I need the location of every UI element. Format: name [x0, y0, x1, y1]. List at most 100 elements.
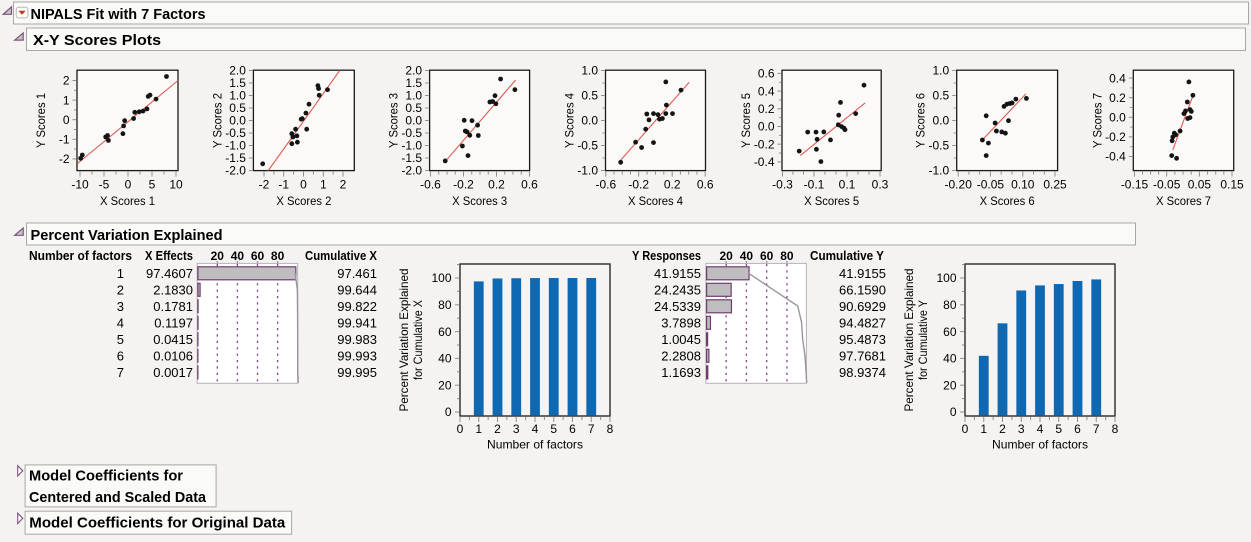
svg-text:4: 4: [117, 316, 124, 331]
svg-text:1: 1: [980, 422, 987, 436]
svg-text:-0.15: -0.15: [1121, 178, 1149, 192]
svg-text:Y Scores 5: Y Scores 5: [739, 93, 753, 148]
svg-text:4: 4: [1037, 422, 1044, 436]
svg-text:X Scores 5: X Scores 5: [804, 194, 859, 208]
svg-text:3: 3: [1018, 422, 1025, 436]
svg-text:Number of factors: Number of factors: [487, 438, 583, 452]
svg-text:X Scores 6: X Scores 6: [980, 194, 1035, 208]
svg-text:24.2435: 24.2435: [654, 283, 701, 298]
svg-text:0.3: 0.3: [872, 178, 889, 192]
svg-text:0.05: 0.05: [1188, 178, 1212, 192]
svg-text:7: 7: [588, 422, 595, 436]
svg-text:3: 3: [117, 299, 124, 314]
svg-text:-1: -1: [59, 133, 70, 147]
svg-text:2: 2: [999, 422, 1006, 436]
svg-text:0: 0: [125, 178, 132, 192]
svg-text:Model Coefficients for: Model Coefficients for: [29, 467, 183, 484]
svg-text:8: 8: [607, 422, 614, 436]
svg-text:-2: -2: [59, 152, 70, 166]
svg-text:0.6: 0.6: [697, 178, 714, 192]
svg-text:-2.0: -2.0: [225, 164, 246, 178]
svg-text:0.2: 0.2: [1109, 91, 1126, 105]
svg-text:97.4607: 97.4607: [146, 266, 193, 281]
svg-text:0.5: 0.5: [933, 89, 950, 103]
svg-text:20: 20: [943, 378, 957, 392]
svg-text:1: 1: [117, 266, 124, 281]
svg-text:6: 6: [569, 422, 576, 436]
svg-text:-0.4: -0.4: [754, 155, 775, 169]
svg-text:1: 1: [63, 93, 70, 107]
svg-text:40: 40: [943, 352, 957, 366]
svg-text:-2.0: -2.0: [401, 164, 422, 178]
svg-text:X Effects: X Effects: [145, 249, 193, 263]
svg-text:-10: -10: [71, 178, 89, 192]
svg-text:80: 80: [438, 298, 452, 312]
svg-text:0.1781: 0.1781: [153, 299, 193, 314]
svg-text:0.0415: 0.0415: [153, 332, 193, 347]
svg-text:1.0: 1.0: [581, 64, 598, 78]
svg-text:7: 7: [117, 365, 124, 380]
svg-text:90.6929: 90.6929: [839, 299, 886, 314]
svg-text:Number of factors: Number of factors: [29, 249, 132, 263]
svg-text:98.9374: 98.9374: [839, 365, 886, 380]
svg-text:Cumulative X: Cumulative X: [305, 249, 378, 263]
svg-text:95.4873: 95.4873: [839, 332, 886, 347]
svg-text:for Cumulative X: for Cumulative X: [411, 300, 425, 380]
svg-text:-0.05: -0.05: [977, 178, 1005, 192]
svg-text:Y Responses: Y Responses: [632, 249, 701, 263]
svg-text:0.0: 0.0: [758, 120, 775, 134]
svg-text:99.983: 99.983: [337, 332, 377, 347]
svg-text:-0.3: -0.3: [772, 178, 793, 192]
svg-text:-0.2: -0.2: [1105, 130, 1126, 144]
svg-text:60: 60: [943, 325, 957, 339]
svg-text:60: 60: [760, 249, 774, 263]
svg-text:-0.4: -0.4: [1105, 150, 1126, 164]
svg-text:99.644: 99.644: [337, 283, 377, 298]
svg-text:-0.6: -0.6: [595, 178, 616, 192]
svg-text:-0.2: -0.2: [754, 137, 775, 151]
svg-text:0.1197: 0.1197: [154, 316, 193, 331]
svg-text:for Cumulative Y: for Cumulative Y: [916, 300, 930, 380]
svg-text:0.6: 0.6: [758, 67, 775, 81]
svg-text:80: 80: [271, 249, 285, 263]
svg-text:0.2: 0.2: [664, 178, 681, 192]
svg-text:99.993: 99.993: [337, 349, 377, 364]
svg-text:-0.2: -0.2: [628, 178, 649, 192]
svg-text:66.1590: 66.1590: [839, 283, 886, 298]
svg-text:-1: -1: [278, 178, 289, 192]
svg-text:Y Scores 3: Y Scores 3: [387, 93, 401, 148]
svg-text:0.25: 0.25: [1043, 178, 1067, 192]
svg-text:5: 5: [550, 422, 557, 436]
svg-text:60: 60: [251, 249, 265, 263]
svg-text:6: 6: [1074, 422, 1081, 436]
svg-text:1: 1: [320, 178, 327, 192]
svg-text:X-Y Scores Plots: X-Y Scores Plots: [33, 32, 161, 49]
svg-text:99.941: 99.941: [337, 316, 377, 331]
svg-text:10: 10: [169, 178, 183, 192]
svg-text:Number of factors: Number of factors: [992, 438, 1088, 452]
svg-text:99.822: 99.822: [337, 299, 377, 314]
svg-text:0.0: 0.0: [581, 114, 598, 128]
svg-text:20: 20: [438, 378, 452, 392]
svg-text:5: 5: [1055, 422, 1062, 436]
svg-text:99.995: 99.995: [337, 365, 377, 380]
svg-text:4: 4: [532, 422, 539, 436]
svg-text:8: 8: [1112, 422, 1119, 436]
svg-text:-0.2: -0.2: [453, 178, 474, 192]
svg-text:X Scores 1: X Scores 1: [100, 194, 155, 208]
svg-text:Y Scores 7: Y Scores 7: [1090, 93, 1104, 148]
svg-text:1: 1: [475, 422, 482, 436]
svg-text:Centered and Scaled Data: Centered and Scaled Data: [29, 489, 207, 506]
svg-text:NIPALS Fit with 7 Factors: NIPALS Fit with 7 Factors: [31, 6, 206, 23]
svg-text:-0.6: -0.6: [420, 178, 441, 192]
svg-text:1.0045: 1.0045: [661, 332, 701, 347]
svg-text:80: 80: [943, 298, 957, 312]
svg-text:0: 0: [457, 422, 464, 436]
svg-text:-5: -5: [99, 178, 110, 192]
svg-text:20: 20: [211, 249, 225, 263]
svg-text:2: 2: [340, 178, 347, 192]
svg-text:-0.5: -0.5: [929, 139, 950, 153]
svg-text:97.461: 97.461: [337, 266, 377, 281]
svg-text:-0.5: -0.5: [577, 139, 598, 153]
svg-text:0.1: 0.1: [839, 178, 856, 192]
